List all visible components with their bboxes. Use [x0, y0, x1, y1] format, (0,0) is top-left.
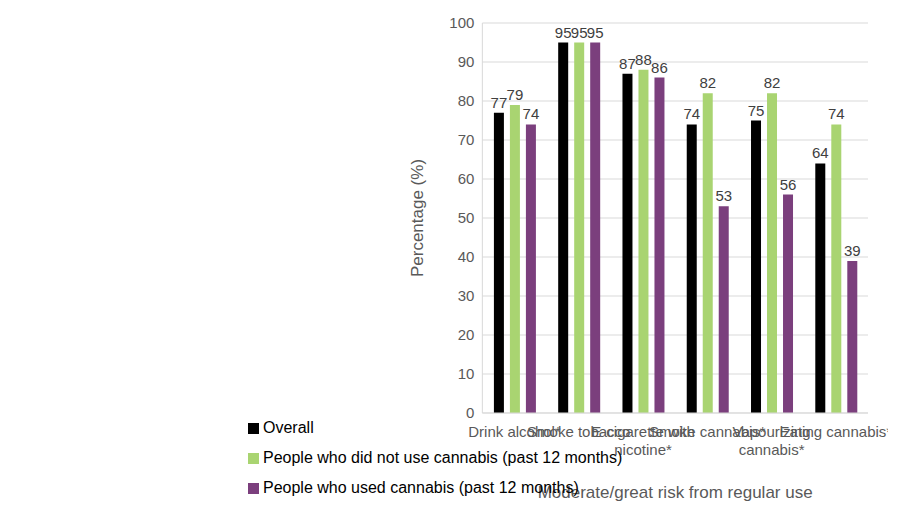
- svg-text:20: 20: [458, 326, 475, 343]
- svg-text:79: 79: [507, 86, 524, 103]
- svg-text:64: 64: [812, 144, 829, 161]
- svg-text:10: 10: [458, 365, 475, 382]
- svg-text:74: 74: [523, 105, 540, 122]
- svg-text:77: 77: [491, 94, 508, 111]
- svg-text:87: 87: [619, 55, 636, 72]
- svg-text:40: 40: [458, 248, 475, 265]
- svg-text:70: 70: [458, 131, 475, 148]
- svg-text:75: 75: [748, 102, 765, 119]
- svg-text:53: 53: [715, 187, 732, 204]
- svg-text:60: 60: [458, 170, 475, 187]
- svg-text:Eating cannabis*: Eating cannabis*: [780, 423, 888, 440]
- svg-text:74: 74: [683, 105, 700, 122]
- svg-text:100: 100: [449, 14, 474, 31]
- svg-text:95: 95: [571, 24, 588, 41]
- svg-text:Moderate/great risk from regul: Moderate/great risk from regular use: [538, 483, 813, 502]
- svg-text:50: 50: [458, 209, 475, 226]
- svg-text:95: 95: [587, 24, 604, 41]
- svg-text:82: 82: [699, 74, 716, 91]
- svg-text:82: 82: [764, 74, 781, 91]
- svg-text:39: 39: [844, 242, 861, 259]
- svg-text:95: 95: [555, 24, 572, 41]
- svg-text:Percentage (%): Percentage (%): [408, 159, 427, 277]
- svg-text:30: 30: [458, 287, 475, 304]
- svg-text:80: 80: [458, 92, 475, 109]
- svg-text:0: 0: [466, 404, 474, 421]
- svg-text:90: 90: [458, 53, 475, 70]
- svg-text:56: 56: [780, 176, 797, 193]
- svg-text:88: 88: [635, 51, 652, 68]
- svg-text:74: 74: [828, 105, 845, 122]
- svg-text:86: 86: [651, 59, 668, 76]
